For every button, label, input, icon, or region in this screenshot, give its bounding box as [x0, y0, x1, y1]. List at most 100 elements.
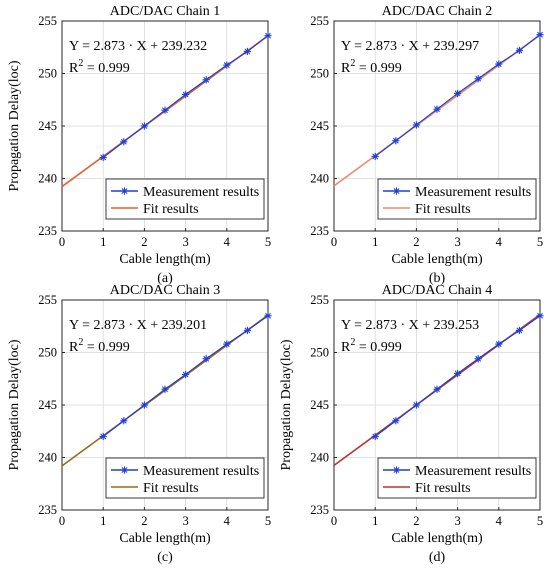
marker-stroke: [413, 122, 420, 128]
marker-stroke: [372, 433, 379, 440]
chart-panel-4: 0 1 2 3 4 5 235 240 245 250 255 ADC/DAC Chain 4 Cabl…: [279, 283, 544, 565]
r-symbol: R: [341, 61, 351, 76]
x-tick-label: 4: [496, 235, 503, 249]
x-tick-label: 0: [331, 514, 337, 528]
panel-caption: (b): [429, 271, 446, 286]
measurement-point: [223, 61, 231, 69]
marker-stroke: [516, 47, 523, 54]
measurement-point: [182, 90, 190, 99]
marker-stroke: [182, 371, 189, 378]
marker-stroke: [244, 48, 251, 55]
legend: Measurement results Fit results: [105, 178, 265, 220]
legend-measurement-marker: [120, 187, 129, 195]
legend: Measurement results Fit results: [105, 457, 265, 499]
marker-stroke: [516, 327, 523, 334]
marker-stroke: [162, 107, 168, 114]
legend-measurement-marker: [120, 466, 129, 474]
fit-equation: Y = 2.873 · X + 239.201: [69, 318, 207, 333]
measurement-point: [120, 138, 128, 146]
y-tick-label: 245: [38, 119, 57, 133]
legend-measurement-marker: [392, 187, 401, 195]
marker-stroke: [203, 355, 210, 362]
r-squared-label: R2 = 0.999: [341, 58, 402, 76]
y-tick-label: 235: [38, 503, 57, 517]
measurement-point: [120, 417, 128, 425]
panel-caption: (c): [157, 550, 173, 565]
x-axis-label: Cable length(m): [391, 252, 483, 267]
r-symbol: R: [341, 340, 351, 355]
marker-stroke: [244, 327, 251, 334]
y-tick-label: 250: [310, 67, 329, 81]
marker-stroke: [100, 154, 107, 161]
r-squared-value: = 0.999: [355, 340, 401, 355]
marker-stroke: [393, 467, 400, 473]
r-squared-value: = 0.999: [83, 61, 129, 76]
measurement-point: [99, 432, 107, 441]
y-axis-label: Propagation Delay(loc): [7, 60, 22, 191]
legend-measurement-marker: [392, 466, 401, 474]
measurement-point: [371, 152, 379, 161]
x-tick-label: 1: [372, 235, 378, 249]
r-squared-value: = 0.999: [83, 340, 129, 355]
y-tick-label: 240: [38, 451, 57, 465]
y-axis-label: Propagation Delay(loc): [7, 339, 22, 470]
x-tick-label: 5: [537, 235, 543, 249]
marker-stroke: [223, 341, 230, 348]
marker-stroke: [537, 312, 543, 319]
x-tick-label: 0: [331, 235, 337, 249]
y-tick-label: 240: [310, 172, 329, 186]
marker-stroke: [141, 402, 148, 408]
measurement-point: [202, 355, 210, 363]
marker-stroke: [537, 31, 543, 38]
measurement-point: [264, 312, 272, 320]
x-tick-label: 0: [59, 514, 65, 528]
legend-box: [377, 178, 537, 220]
measurement-point: [161, 106, 169, 114]
measurement-point: [392, 137, 400, 145]
chart-title: ADC/DAC Chain 1: [110, 4, 220, 19]
measurement-point: [454, 369, 462, 378]
measurement-point: [202, 76, 210, 84]
marker-stroke: [392, 417, 399, 424]
r-squared-exponent: 2: [350, 337, 355, 348]
legend-measurement-label: Measurement results: [143, 464, 259, 479]
x-tick-label: 3: [454, 514, 460, 528]
x-tick-label: 2: [413, 235, 419, 249]
r-squared-label: R2 = 0.999: [341, 337, 402, 355]
panel-caption: (a): [157, 271, 173, 286]
legend: Measurement results Fit results: [377, 178, 537, 220]
measurement-point: [371, 432, 379, 441]
measurement-point: [161, 385, 169, 393]
x-tick-label: 0: [59, 235, 65, 249]
marker-stroke: [265, 32, 271, 39]
measurement-point: [140, 122, 148, 130]
measurement-point: [223, 340, 231, 348]
measurement-point: [140, 401, 148, 409]
measurement-point: [454, 89, 462, 98]
y-axis-label: Propagation Delay(loc): [279, 339, 294, 470]
legend-fit-label: Fit results: [415, 202, 471, 217]
measurement-point: [536, 31, 544, 39]
y-tick-label: 255: [38, 14, 57, 28]
marker-stroke: [203, 76, 210, 83]
marker-stroke: [182, 91, 189, 98]
legend-fit-label: Fit results: [143, 202, 199, 217]
measurement-point: [243, 326, 251, 335]
chart-title: ADC/DAC Chain 3: [110, 283, 220, 298]
x-tick-label: 5: [265, 514, 271, 528]
marker-stroke: [372, 153, 379, 160]
measurement-point: [392, 417, 400, 425]
x-tick-label: 5: [265, 235, 271, 249]
chart-title: ADC/DAC Chain 4: [382, 283, 492, 298]
chart-panel-1: 0 1 2 3 4 5 235 240 245 250 255 ADC/DAC Chain 1 Cabl…: [7, 4, 272, 286]
legend-fit-label: Fit results: [143, 481, 199, 496]
y-tick-label: 250: [38, 346, 57, 360]
fit-equation: Y = 2.873 · X + 239.297: [341, 39, 479, 54]
y-tick-label: 255: [310, 293, 329, 307]
marker-stroke: [265, 312, 271, 319]
x-axis-label: Cable length(m): [391, 531, 483, 546]
marker-stroke: [434, 106, 440, 113]
marker-stroke: [392, 137, 399, 144]
marker-stroke: [413, 402, 420, 408]
